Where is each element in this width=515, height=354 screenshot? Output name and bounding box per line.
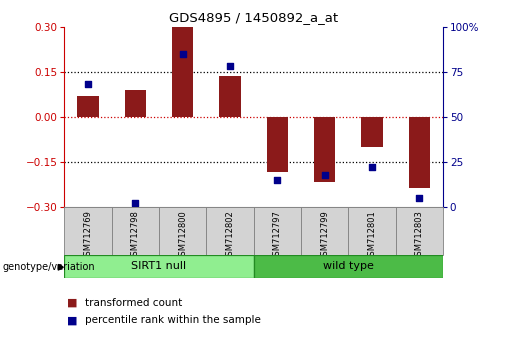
- Bar: [64, 255, 253, 278]
- Text: GSM712801: GSM712801: [367, 210, 376, 261]
- Point: [179, 51, 187, 56]
- Bar: [253, 207, 301, 255]
- Point: [368, 165, 376, 170]
- Text: GSM712802: GSM712802: [226, 210, 234, 261]
- Point: [320, 172, 329, 177]
- Point: [273, 177, 281, 183]
- Text: GSM712769: GSM712769: [83, 210, 93, 261]
- Bar: [408, 117, 430, 188]
- Bar: [172, 27, 193, 117]
- Bar: [301, 207, 348, 255]
- Text: GSM712797: GSM712797: [273, 210, 282, 261]
- Bar: [348, 207, 396, 255]
- Bar: [267, 117, 288, 172]
- Text: wild type: wild type: [323, 261, 374, 272]
- Text: ■: ■: [67, 298, 77, 308]
- Bar: [77, 96, 99, 117]
- Text: ■: ■: [67, 315, 77, 325]
- Bar: [314, 117, 335, 182]
- Point: [84, 81, 92, 87]
- Text: GSM712800: GSM712800: [178, 210, 187, 261]
- Point: [226, 63, 234, 69]
- Bar: [253, 255, 443, 278]
- Text: percentile rank within the sample: percentile rank within the sample: [85, 315, 261, 325]
- Bar: [219, 76, 241, 117]
- Text: SIRT1 null: SIRT1 null: [131, 261, 186, 272]
- Point: [131, 201, 140, 206]
- Bar: [207, 207, 253, 255]
- Title: GDS4895 / 1450892_a_at: GDS4895 / 1450892_a_at: [169, 11, 338, 24]
- Bar: [125, 90, 146, 117]
- Bar: [396, 207, 443, 255]
- Text: GSM712798: GSM712798: [131, 210, 140, 261]
- Bar: [159, 207, 207, 255]
- Bar: [64, 207, 112, 255]
- Text: GSM712799: GSM712799: [320, 210, 329, 261]
- Point: [415, 195, 423, 201]
- Bar: [112, 207, 159, 255]
- Bar: [362, 117, 383, 147]
- Text: genotype/variation: genotype/variation: [3, 262, 95, 272]
- Text: GSM712803: GSM712803: [415, 210, 424, 261]
- Text: transformed count: transformed count: [85, 298, 182, 308]
